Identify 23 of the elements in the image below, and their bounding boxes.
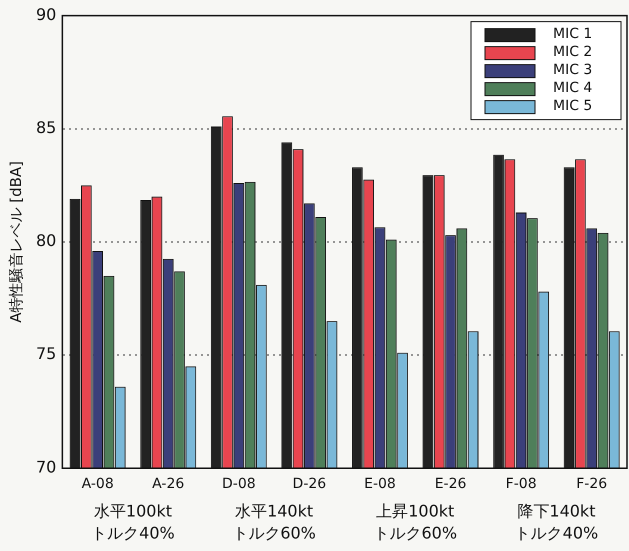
y-tick-label: 80	[36, 231, 56, 250]
x-tick-label: A-26	[152, 476, 184, 492]
x-tick-label: F-26	[576, 476, 608, 492]
text: 水平140kt トルク60%	[232, 501, 316, 542]
x-tick-label: E-08	[364, 476, 396, 492]
text: 上昇100kt トルク60%	[373, 501, 458, 542]
x-tick-label: D-08	[222, 476, 256, 492]
text: 降下140kt トルク40%	[514, 501, 598, 542]
text: 水平100kt トルク40%	[91, 501, 175, 542]
y-tick-label: 85	[36, 118, 56, 137]
y-tick-label: 70	[36, 457, 56, 476]
x-tick-label: D-26	[292, 476, 326, 492]
x-tick-label: E-26	[434, 476, 466, 492]
x-tick-label: F-08	[506, 476, 537, 492]
legend-label: MIC 3	[553, 62, 592, 78]
legend-label: MIC 1	[553, 26, 592, 42]
y-axis-title: A特性騒音レベル [dBA]	[6, 160, 25, 323]
x-tick-label: A-08	[82, 476, 114, 492]
legend-label: MIC 2	[553, 44, 592, 60]
y-tick-label: 75	[36, 344, 56, 364]
legend-label: MIC 5	[553, 98, 592, 114]
y-tick-label: 90	[36, 4, 56, 24]
legend-label: MIC 4	[553, 80, 592, 96]
